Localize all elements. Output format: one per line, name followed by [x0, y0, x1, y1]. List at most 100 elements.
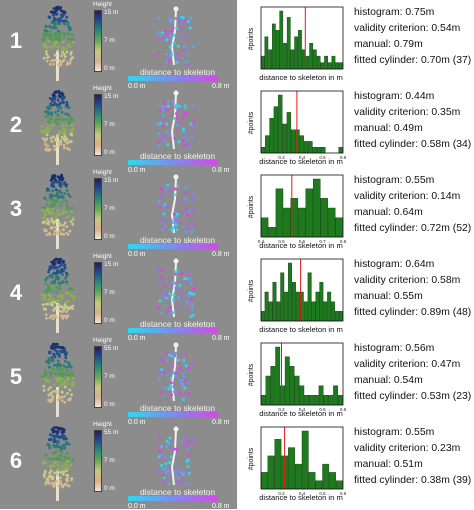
distance-colorbar [128, 160, 218, 165]
histogram-bar [308, 395, 314, 406]
histogram-y-label: #points [248, 27, 255, 50]
histogram-bar [280, 272, 285, 322]
histogram-tick-label: 0.4 [299, 491, 306, 496]
distance-min-label: 0.0 m [128, 83, 146, 90]
stat-validity: validity criterion: 0.35m [354, 107, 461, 118]
histogram-bar [327, 291, 332, 322]
histogram-frame [260, 90, 344, 154]
histogram-bar [324, 55, 328, 70]
distance-colorbar [128, 412, 218, 417]
stat-manual: manual: 0.51m [354, 459, 423, 470]
histogram-x-label: distance to skeleton in m [259, 409, 343, 418]
histogram-bar [315, 291, 320, 322]
histogram-tick-label: 0.6 [319, 155, 326, 160]
histogram-bar [315, 480, 323, 490]
histogram-frame [260, 6, 344, 70]
colorbar-title: Height [93, 337, 112, 344]
height-colorbar [94, 10, 102, 72]
distance-min-label: 0.0 m [128, 419, 146, 426]
tree-number: 3 [9, 196, 23, 221]
stat-manual: manual: 0.49m [354, 123, 423, 134]
histogram-bar [331, 301, 336, 322]
stat-validity: validity criterion: 0.23m [354, 443, 461, 454]
histogram-frame [260, 258, 344, 322]
histogram-bar [301, 430, 309, 490]
colorbar-tick-label: 55 m [104, 429, 119, 436]
colorbar-tick-label: 0 m [104, 401, 115, 408]
tree-number: 1 [9, 28, 23, 53]
tree-point-cloud [40, 342, 76, 417]
height-colorbar [94, 346, 102, 408]
height-colorbar [94, 262, 102, 324]
skeleton-distance-plot [156, 258, 196, 319]
colorbar-tick-label: 7 m [104, 205, 115, 212]
histogram-bar [260, 311, 265, 322]
histogram-bar [286, 112, 292, 154]
histogram-bar [303, 301, 308, 322]
tree-stats: histogram: 0.64m validity criterion: 0.58… [354, 257, 474, 321]
tree-number: 2 [9, 112, 23, 137]
histogram-bar [303, 141, 309, 154]
histogram-bar [267, 455, 275, 490]
distance-max-label: 0.8 m [212, 83, 230, 90]
colorbar-title: Height [93, 1, 112, 8]
colorbar-title: Height [93, 421, 112, 428]
distance-histogram: distance to skeleton in m #points [248, 258, 344, 334]
histogram-bar [270, 366, 276, 406]
histogram-bar [320, 62, 325, 70]
histogram-tick-label: 0.8 [340, 155, 347, 160]
histogram-bar [283, 43, 287, 70]
histogram-bar [304, 395, 310, 406]
stat-cylinder: fitted cylinder: 0.72m (52) [354, 223, 472, 234]
colorbar-tick-label: 15 m [104, 261, 119, 268]
histogram-bar [311, 301, 316, 322]
distance-colorbar-title: distance to skeleton [140, 151, 216, 161]
histogram-bar [323, 395, 329, 406]
histogram-bar [312, 49, 317, 70]
histogram-bar [318, 385, 324, 406]
histogram-bar [327, 207, 336, 238]
histogram-tick-label: 0.2 [278, 155, 285, 160]
histogram-tick-label: 0.2 [278, 491, 285, 496]
distance-colorbar [128, 328, 218, 333]
histogram-bar [295, 291, 300, 322]
stat-cylinder: fitted cylinder: 0.38m (39) [354, 475, 472, 486]
distance-colorbar-title: distance to skeleton [140, 487, 216, 497]
distance-max-label: 0.8 m [212, 167, 230, 174]
distance-colorbar [128, 244, 218, 249]
tree-stats: histogram: 0.44m validity criterion: 0.35… [354, 89, 474, 153]
histogram-bar [308, 472, 316, 490]
stat-histogram: histogram: 0.55m [354, 175, 435, 186]
histogram-x-label: distance to skeleton in m [259, 73, 343, 82]
histogram-bar [322, 463, 330, 490]
histogram-bar [319, 282, 324, 322]
skeleton-distance-plot [157, 426, 195, 487]
histogram-bar [260, 395, 266, 406]
histogram-bar [305, 188, 313, 238]
colorbar-tick-label: 7 m [104, 457, 115, 464]
histogram-bar [273, 106, 279, 154]
distance-min-label: 0.0 m [128, 503, 146, 510]
histogram-bar [275, 188, 284, 238]
distance-histogram: distance to skeleton in m #points [248, 6, 344, 82]
colorbar-tick-label: 7 m [104, 37, 115, 44]
histogram-bar [321, 147, 326, 154]
tree-stats: histogram: 0.55m validity criterion: 0.23… [354, 425, 474, 489]
histogram-bar [289, 366, 295, 406]
histogram-bar [335, 480, 343, 490]
stat-cylinder: fitted cylinder: 0.58m (34) [354, 139, 472, 150]
distance-colorbar-title: distance to skeleton [140, 235, 216, 245]
visualization-panel [0, 0, 237, 509]
histogram-bar [294, 36, 298, 70]
histogram-bar [290, 49, 295, 70]
colorbar-title: Height [93, 85, 112, 92]
histogram-bar [284, 356, 290, 406]
histogram-bar [323, 301, 328, 322]
histogram-bar [268, 301, 273, 322]
distance-colorbar-title: distance to skeleton [140, 403, 216, 413]
histogram-tick-label: 0.4 [299, 407, 306, 412]
